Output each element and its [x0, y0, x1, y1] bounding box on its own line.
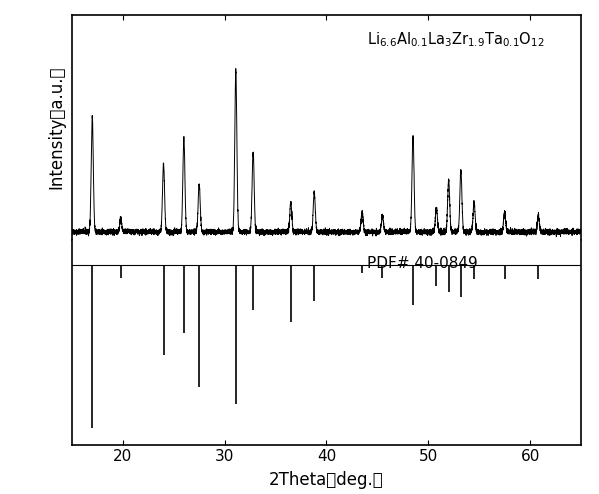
Text: PDF# 40-0849: PDF# 40-0849 — [367, 256, 478, 271]
Text: $\mathrm{Li_{6.6}Al_{0.1}La_3Zr_{1.9}Ta_{0.1}O_{12}}$: $\mathrm{Li_{6.6}Al_{0.1}La_3Zr_{1.9}Ta_… — [367, 31, 544, 49]
X-axis label: 2Theta（deg.）: 2Theta（deg.） — [269, 471, 384, 490]
Y-axis label: Intensity（a.u.）: Intensity（a.u.） — [47, 66, 65, 189]
